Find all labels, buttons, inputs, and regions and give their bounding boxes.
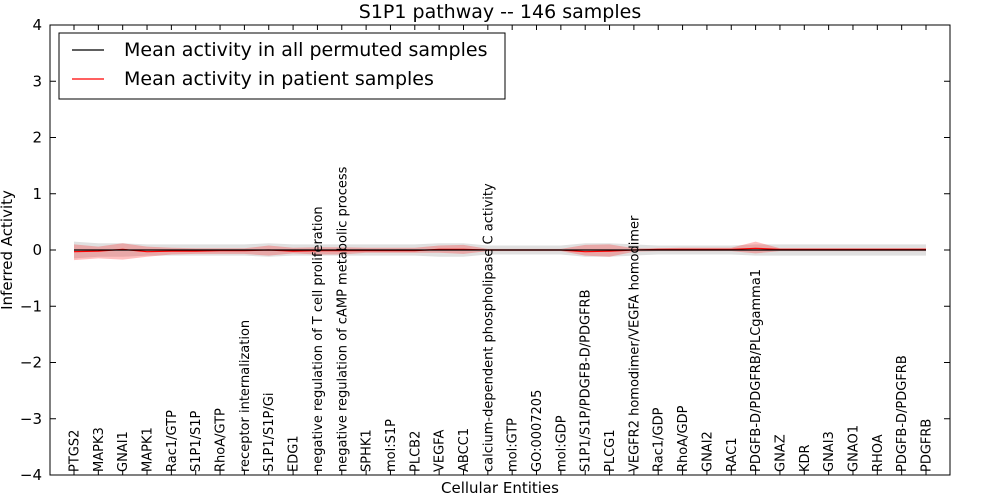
x-tick-label: PLCB2	[408, 431, 423, 472]
x-tick-label: GNAO1	[847, 425, 862, 472]
x-axis-label: Cellular Entities	[441, 479, 559, 497]
x-tick-label: RhoA/GTP	[214, 408, 229, 472]
y-tick-label: 3	[32, 72, 42, 90]
y-axis-label: Inferred Activity	[0, 190, 16, 310]
x-tick-label: Rac1/GTP	[165, 410, 180, 472]
x-tick-label: mol:S1P	[384, 419, 399, 472]
y-tick-label: −4	[20, 466, 42, 484]
x-tick-label: GNAI3	[822, 431, 837, 472]
x-tick-label: RhoA/GDP	[676, 405, 691, 472]
series-lines	[73, 247, 926, 253]
x-tick-label: calcium-dependent phospholipase C activi…	[481, 183, 496, 472]
x-tick-label: PLCG1	[603, 429, 618, 472]
y-tick-label: −2	[20, 354, 42, 372]
legend-label: Mean activity in all permuted samples	[124, 39, 487, 61]
y-tick-label: 0	[32, 241, 42, 259]
x-tick-label: GNAI2	[700, 431, 715, 472]
x-tick-label: PDGFB-D/PDGFRB	[895, 355, 910, 472]
x-tick-label: RAC1	[725, 437, 740, 472]
chart-title: S1P1 pathway -- 146 samples	[359, 1, 641, 23]
x-tick-label: negative regulation of T cell proliferat…	[311, 206, 326, 472]
y-tick-label: 4	[32, 16, 42, 34]
x-tick-label: RHOA	[871, 434, 886, 472]
x-tick-label: GNAI1	[116, 431, 131, 472]
y-tick-label: −3	[20, 410, 42, 428]
x-tick-label: S1P1/S1P/Gi	[262, 393, 277, 472]
x-tick-label: PTGS2	[68, 430, 83, 472]
x-tick-label: negative regulation of cAMP metabolic pr…	[335, 166, 350, 472]
x-tick-label: mol:GTP	[506, 418, 521, 472]
x-tick-label: S1P1/S1P/PDGFB-D/PDGFRB	[579, 289, 594, 472]
x-tick-label: KDR	[798, 444, 813, 472]
x-tick-label: PDGFB-D/PDGFRB/PLCgamma1	[749, 269, 764, 472]
y-tick-label: 2	[32, 129, 42, 147]
x-axis: PTGS2 MAPK3 GNAI1 MAPK1 Rac1/GTP S1P1/S1P RhoA…	[68, 25, 935, 475]
x-tick-label: EDG1	[287, 435, 302, 472]
x-tick-label: MAPK3	[92, 427, 107, 472]
y-axis: −4 −3 −2 −1 0 1 2 3 4	[20, 16, 950, 484]
x-tick-label: SPHK1	[360, 429, 375, 472]
x-tick-label: mol:GDP	[554, 415, 569, 472]
band-patient	[74, 241, 926, 261]
x-tick-label: GNAZ	[773, 434, 788, 472]
x-tick-label: MAPK1	[141, 427, 156, 472]
x-tick-label: S1P1/S1P	[189, 410, 204, 472]
y-tick-label: 1	[32, 185, 42, 203]
y-tick-label: −1	[20, 297, 42, 315]
x-tick-label: VEGFR2 homodimer/VEGFA homodimer	[627, 215, 642, 472]
x-tick-label: VEGFA	[433, 430, 448, 472]
legend-box	[58, 32, 506, 100]
x-tick-label: ABCC1	[457, 428, 472, 472]
x-tick-label: Rac1/GDP	[652, 407, 667, 472]
x-tick-label: receptor internalization	[238, 320, 253, 472]
legend-label: Mean activity in patient samples	[124, 68, 434, 90]
x-tick-label: PDGFRB	[920, 419, 935, 472]
legend: Mean activity in all permuted samples Mea…	[58, 32, 506, 100]
x-tick-label: GO:0007205	[530, 390, 545, 472]
